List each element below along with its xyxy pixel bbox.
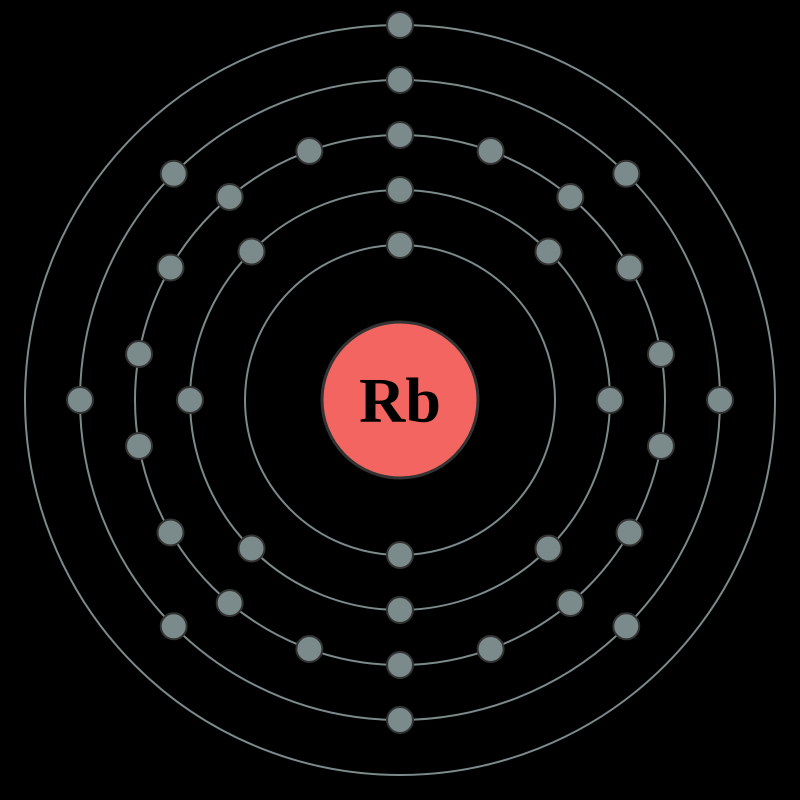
electron xyxy=(161,613,187,639)
electron xyxy=(557,184,583,210)
electron xyxy=(613,161,639,187)
electron-shell-diagram: Rb xyxy=(0,0,800,800)
electron xyxy=(387,652,413,678)
electron xyxy=(387,122,413,148)
electron xyxy=(387,542,413,568)
electron xyxy=(617,255,643,281)
electron xyxy=(617,520,643,546)
electron xyxy=(387,597,413,623)
electron xyxy=(126,433,152,459)
electron xyxy=(387,12,413,38)
electron xyxy=(67,387,93,413)
electron xyxy=(478,636,504,662)
electron xyxy=(158,520,184,546)
electron xyxy=(217,184,243,210)
electron xyxy=(535,535,561,561)
electron xyxy=(707,387,733,413)
electron xyxy=(217,590,243,616)
electron xyxy=(535,239,561,265)
electron xyxy=(613,613,639,639)
electron xyxy=(239,239,265,265)
element-symbol: Rb xyxy=(359,365,441,436)
electron xyxy=(648,433,674,459)
electron xyxy=(557,590,583,616)
electron xyxy=(387,177,413,203)
electron xyxy=(158,255,184,281)
electron xyxy=(296,636,322,662)
electron xyxy=(177,387,203,413)
electron xyxy=(161,161,187,187)
electron xyxy=(296,138,322,164)
electron xyxy=(126,341,152,367)
electron xyxy=(478,138,504,164)
electron xyxy=(239,535,265,561)
electron xyxy=(387,707,413,733)
electron xyxy=(387,232,413,258)
electron xyxy=(648,341,674,367)
electron xyxy=(387,67,413,93)
electron xyxy=(597,387,623,413)
